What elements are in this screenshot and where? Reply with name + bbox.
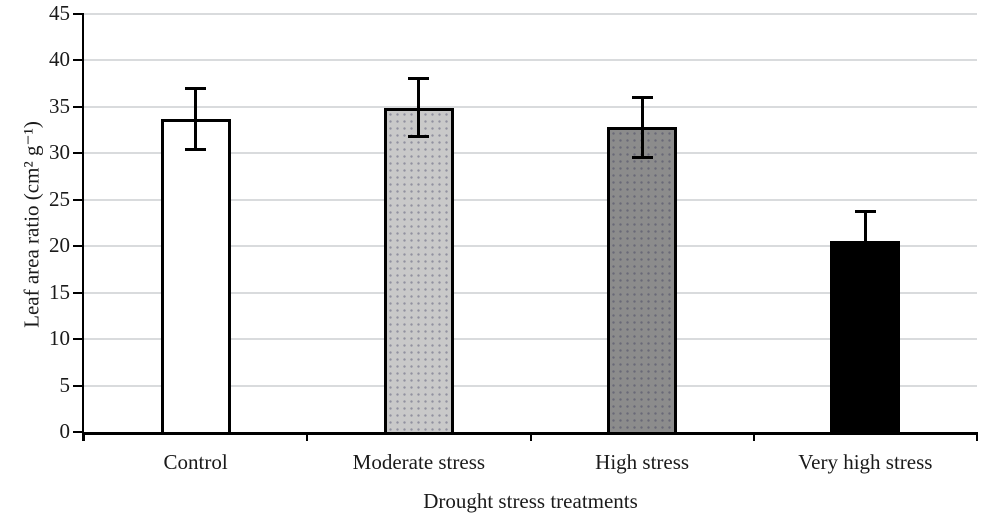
error-bar-cap-top-high-stress	[631, 95, 653, 99]
error-bar-line-moderate-stress	[417, 77, 421, 139]
x-boundary-tick-0	[83, 432, 85, 441]
error-bar-cap-bottom-high-stress	[631, 155, 653, 159]
y-tick-label-0: 0	[59, 419, 71, 443]
error-bar-cap-top-very-high-stress	[854, 209, 876, 213]
bar-very-high-stress	[830, 240, 901, 432]
y-axis-line	[82, 14, 84, 441]
error-bar-line-control	[194, 87, 198, 151]
x-boundary-tick-1	[306, 432, 309, 441]
x-axis-line	[82, 432, 977, 435]
x-axis-title: Drought stress treatments	[423, 489, 638, 513]
y-tick-label-25: 25	[49, 186, 70, 211]
error-bar-line-high-stress	[640, 95, 644, 159]
y-tick-label-35: 35	[49, 93, 70, 118]
error-bar-cap-top-moderate-stress	[408, 77, 430, 81]
gridline-15	[84, 291, 977, 294]
y-tick-5	[73, 384, 84, 387]
x-boundary-tick-2	[529, 432, 532, 441]
y-tick-25	[73, 198, 84, 201]
x-category-label-very-high-stress: Very high stress	[798, 450, 933, 474]
y-tick-45	[73, 13, 84, 15]
y-axis-title: Leaf area ratio (cm² g⁻¹)	[19, 121, 44, 328]
error-bar-cap-bottom-moderate-stress	[408, 135, 430, 139]
gridline-5	[84, 384, 977, 387]
gridline-30	[84, 152, 977, 155]
y-tick-label-20: 20	[49, 233, 70, 258]
y-tick-20	[73, 245, 84, 248]
y-tick-15	[73, 291, 84, 294]
error-bar-cap-bottom-control	[185, 147, 207, 151]
gridline-25	[84, 198, 977, 201]
y-tick-label-40: 40	[49, 47, 70, 72]
y-tick-30	[73, 152, 84, 155]
y-tick-0	[73, 431, 84, 433]
gridline-40	[84, 59, 977, 62]
x-boundary-tick-3	[752, 432, 755, 441]
bar-control	[160, 118, 231, 432]
y-tick-40	[73, 59, 84, 62]
gridline-20	[84, 245, 977, 248]
x-category-label-high-stress: High stress	[595, 450, 690, 474]
error-bar-cap-top-control	[185, 87, 207, 91]
error-bar-line-very-high-stress	[863, 209, 867, 272]
x-boundary-tick-4	[976, 432, 978, 441]
y-tick-label-15: 15	[49, 279, 70, 304]
y-tick-label-5: 5	[59, 372, 71, 397]
bar-moderate-stress	[383, 107, 454, 432]
y-tick-label-10: 10	[49, 326, 70, 351]
bar-high-stress	[607, 127, 678, 432]
x-category-label-moderate-stress: Moderate stress	[352, 450, 486, 474]
x-category-label-control: Control	[163, 450, 228, 474]
y-tick-label-45: 45	[49, 1, 70, 25]
y-tick-35	[73, 105, 84, 108]
error-bar-cap-bottom-very-high-stress	[854, 268, 876, 272]
y-tick-label-30: 30	[49, 140, 70, 165]
gridline-10	[84, 338, 977, 341]
gridline-45	[84, 13, 977, 15]
gridline-35	[84, 105, 977, 108]
y-tick-10	[73, 338, 84, 341]
